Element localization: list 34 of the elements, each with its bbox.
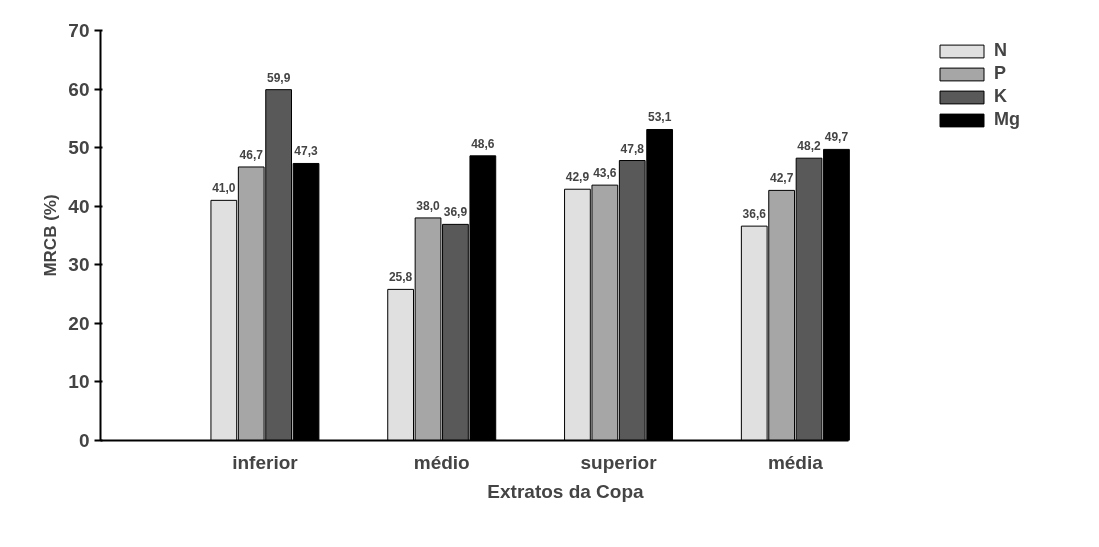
legend-label: K [994,86,1008,107]
x-tick-label: superior [580,451,658,473]
y-tick-label: 50 [68,137,90,159]
data-label: 48,6 [471,136,495,151]
y-axis-title: MRCB (%) [41,194,61,277]
data-label: 41,0 [212,181,236,196]
data-label: 38,0 [416,198,441,213]
y-tick-label: 60 [68,78,90,100]
data-label: 46,7 [239,147,264,162]
data-label: 42,7 [769,171,794,186]
x-tick-label: inferior [232,451,299,473]
legend-label: Mg [994,109,1020,130]
y-tick-label: 20 [68,312,90,334]
legend-label: N [994,40,1008,61]
x-tick-label: médio [413,451,470,473]
y-tick-label: 30 [68,254,90,276]
data-label: 49,7 [824,130,849,145]
data-label: 53,1 [647,110,672,125]
data-label: 42,9 [565,170,590,185]
data-label: 47,8 [620,141,645,156]
data-label: 25,8 [388,270,413,285]
data-label: 47,3 [294,144,319,159]
data-label: 43,6 [593,166,617,181]
data-label: 36,6 [742,207,767,222]
x-axis-title: Extratos da Copa [487,480,645,502]
y-tick-label: 40 [68,195,90,217]
legend-label: P [994,63,1007,84]
y-tick-label: 0 [78,430,90,451]
data-label: 48,2 [797,139,822,154]
x-tick-label: média [767,451,824,473]
data-label: 59,9 [266,70,291,85]
y-tick-label: 10 [68,371,90,393]
y-tick-label: 70 [68,20,90,41]
data-label: 36,9 [443,205,468,220]
